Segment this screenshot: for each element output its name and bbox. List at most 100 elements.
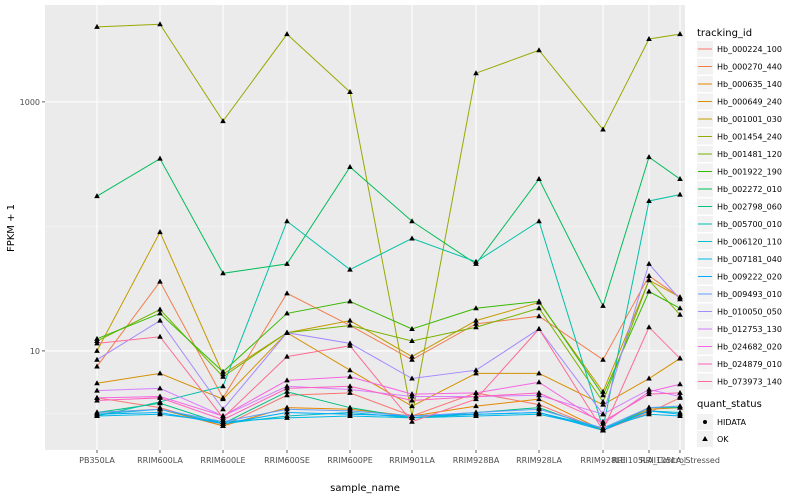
data-point: [157, 278, 163, 284]
data-point: [94, 380, 100, 386]
data-point: [409, 356, 415, 362]
data-point: [94, 340, 100, 346]
data-point: [473, 370, 479, 376]
data-point: [536, 218, 542, 224]
legend-label: Hb_006120_110: [717, 238, 782, 247]
data-point: [347, 404, 353, 410]
data-point: [677, 311, 683, 317]
data-point: [347, 317, 353, 323]
data-point: [94, 397, 100, 403]
data-point: [536, 389, 542, 395]
legend-label: Hb_009222_020: [717, 273, 782, 282]
data-point: [94, 356, 100, 362]
data-point: [677, 403, 683, 409]
legend-label: Hb_002798_060: [717, 203, 782, 212]
legend-label: Hb_001001_030: [717, 115, 782, 124]
data-point: [646, 404, 652, 410]
data-point: [646, 411, 652, 417]
data-point: [284, 392, 290, 398]
data-point: [284, 406, 290, 412]
data-point: [94, 347, 100, 353]
data-point: [677, 305, 683, 311]
x-tick-label: RRII105LA_Stressed: [640, 456, 720, 465]
data-point: [347, 383, 353, 389]
data-point: [646, 407, 652, 413]
data-point: [157, 229, 163, 235]
data-point: [536, 313, 542, 319]
data-point: [677, 296, 683, 302]
data-point: [347, 407, 353, 413]
data-point: [409, 391, 415, 397]
shape-legend-circle: [703, 420, 707, 424]
shape-legend-label: HIDATA: [717, 418, 747, 427]
legend-label: Hb_000224_100: [717, 45, 782, 54]
data-point: [600, 427, 606, 433]
legend-label: Hb_009493_010: [717, 290, 782, 299]
legend-label: Hb_010050_050: [717, 308, 782, 317]
legend-entries: Hb_000224_100 Hb_000270_440 Hb_000635_140 H…: [697, 41, 782, 390]
data-point: [536, 379, 542, 385]
data-point: [600, 388, 606, 394]
data-point: [284, 353, 290, 359]
data-point: [157, 398, 163, 404]
data-point: [536, 47, 542, 53]
data-point: [646, 375, 652, 381]
data-point: [473, 367, 479, 373]
data-point: [600, 401, 606, 407]
data-point: [473, 320, 479, 326]
data-point: [94, 394, 100, 400]
data-point: [677, 355, 683, 361]
legend-label: Hb_002272_010: [717, 185, 782, 194]
data-point: [220, 270, 226, 276]
data-point: [347, 163, 353, 169]
data-point: [220, 368, 226, 374]
legend-label: Hb_000635_140: [717, 80, 782, 89]
legend-label: Hb_073973_140: [717, 378, 782, 387]
legend-label: Hb_024682_020: [717, 343, 782, 352]
shape-legend-entries: HIDATA OK: [697, 414, 747, 447]
data-point: [536, 176, 542, 182]
data-point: [409, 353, 415, 359]
data-point: [473, 409, 479, 415]
data-point: [473, 403, 479, 409]
data-point: [473, 396, 479, 402]
data-point: [536, 401, 542, 407]
data-point: [157, 370, 163, 376]
data-point: [157, 21, 163, 27]
data-point: [677, 411, 683, 417]
data-point: [220, 414, 226, 420]
y-axis: 10 1000: [20, 98, 45, 356]
data-point: [284, 377, 290, 383]
data-point: [409, 375, 415, 381]
data-point: [473, 70, 479, 76]
data-point: [473, 317, 479, 323]
x-axis: PB350LA RRIM600LA RRIM600LE RRIM600SE RRIM60…: [79, 450, 720, 465]
data-point: [536, 298, 542, 304]
data-point: [646, 288, 652, 294]
x-tick-label: RRIM928BA: [453, 456, 500, 465]
x-tick-label: RRIM928LE: [580, 456, 625, 465]
data-point: [409, 235, 415, 241]
data-point: [157, 310, 163, 316]
data-point: [677, 389, 683, 395]
data-point: [347, 386, 353, 392]
data-point: [409, 218, 415, 224]
data-point: [600, 302, 606, 308]
data-point: [284, 218, 290, 224]
shape-legend-label: OK: [717, 435, 729, 444]
data-point: [94, 335, 100, 341]
data-point: [536, 396, 542, 402]
data-point: [157, 394, 163, 400]
data-point: [220, 383, 226, 389]
panel-background: [45, 5, 685, 450]
data-point: [409, 397, 415, 403]
data-point: [157, 385, 163, 391]
shape-legend-title: quant_status: [697, 399, 762, 410]
data-point: [646, 35, 652, 41]
data-point: [347, 266, 353, 272]
x-tick-label: PB350LA: [79, 456, 115, 465]
data-point: [646, 260, 652, 266]
data-point: [677, 191, 683, 197]
data-point: [347, 411, 353, 417]
